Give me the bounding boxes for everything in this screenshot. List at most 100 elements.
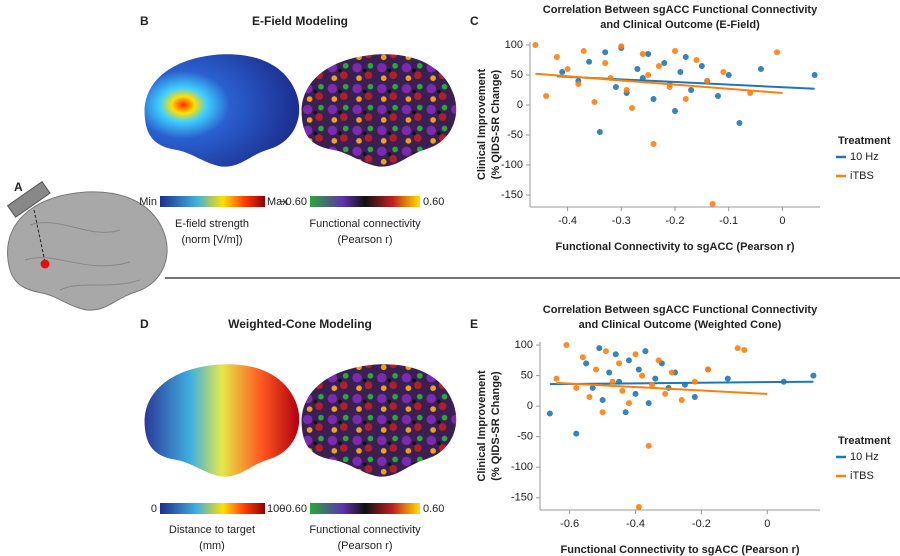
point [606, 369, 613, 376]
point [662, 390, 669, 397]
trend-line [556, 381, 768, 395]
y-tick-label: -50 [517, 431, 533, 443]
point [618, 43, 625, 50]
caption: (Pearson r) [337, 234, 392, 246]
colorbar [310, 503, 420, 514]
colorbar-label: 100 [267, 503, 285, 515]
point [596, 345, 603, 352]
point [602, 348, 609, 355]
point [661, 60, 668, 66]
colorbar-label: 0 [151, 503, 157, 515]
caption: (norm [V/m]) [181, 234, 242, 246]
point [573, 430, 580, 437]
point [774, 49, 781, 56]
caption: (Pearson r) [337, 540, 392, 552]
point [650, 96, 657, 102]
point [757, 66, 764, 72]
point [677, 69, 684, 75]
brain-cone [144, 364, 300, 477]
point [645, 400, 652, 407]
colorbar [310, 196, 420, 207]
y-tick-label: -50 [507, 129, 523, 141]
x-tick-label: 0 [764, 518, 770, 530]
y-tick-label: -150 [511, 492, 533, 504]
point [645, 51, 652, 57]
point [596, 129, 603, 135]
point [575, 81, 582, 87]
panel-label: D [140, 317, 149, 331]
point [691, 393, 698, 400]
brain-fc [301, 54, 457, 167]
point [811, 72, 818, 78]
y-tick-label: 50 [511, 69, 523, 81]
point [655, 63, 662, 69]
x-tick-label: -0.2 [692, 518, 711, 530]
point [639, 51, 646, 57]
point [573, 384, 580, 391]
point [688, 87, 695, 93]
point [532, 42, 539, 48]
point [625, 357, 632, 364]
point [666, 84, 673, 90]
point [599, 409, 606, 416]
trend-line [535, 72, 783, 94]
x-axis-label: Functional Connectivity to sgACC (Pearso… [561, 544, 800, 556]
point [632, 351, 639, 358]
point [649, 381, 655, 388]
point [655, 357, 662, 364]
trend-line [549, 380, 814, 386]
point [632, 390, 639, 397]
caption: Functional connectivity [309, 524, 421, 536]
point [672, 108, 678, 114]
point [691, 378, 698, 385]
caption: E-field strength [175, 218, 249, 230]
point [724, 375, 731, 382]
point [622, 409, 629, 416]
point [625, 400, 632, 407]
y-axis-label: (% QIDS-SR Change) [490, 69, 502, 179]
legend-label: 10 Hz [850, 451, 879, 463]
panel-label: B [140, 14, 149, 28]
chart-title: and Clinical Outcome (Weighted Cone) [579, 319, 782, 331]
chart-title: Correlation Between sgACC Functional Con… [543, 4, 818, 16]
point [583, 360, 590, 367]
point [705, 366, 711, 373]
colorbar-label: Max [267, 196, 288, 208]
point [720, 69, 727, 75]
point [616, 360, 623, 367]
x-tick-label: 0 [779, 215, 785, 227]
panel-label: C [470, 14, 479, 28]
chart-title: Correlation Between sgACC Functional Con… [543, 304, 818, 316]
y-tick-label: -100 [501, 159, 523, 171]
point [725, 72, 732, 78]
point [652, 375, 659, 382]
point [634, 66, 641, 72]
point [543, 93, 550, 99]
colorbar-label: Min [139, 196, 157, 208]
colorbar-label: 0.60 [423, 196, 444, 208]
point [698, 63, 705, 69]
x-axis-label: Functional Connectivity to sgACC (Pearso… [556, 241, 795, 253]
point [612, 351, 619, 358]
legend-title: Treatment [838, 435, 891, 447]
x-tick-label: -0.1 [719, 215, 738, 227]
legend-label: 10 Hz [850, 151, 879, 163]
y-tick-label: 100 [505, 39, 523, 51]
x-tick-label: -0.2 [666, 215, 685, 227]
colorbar-label: −0.60 [279, 503, 307, 515]
point [564, 66, 571, 72]
y-axis-label: Clinical Improvement [476, 69, 488, 181]
point [593, 366, 599, 373]
point [612, 84, 619, 90]
point [645, 442, 652, 449]
point [563, 342, 570, 349]
point [589, 384, 596, 391]
brain-a [6, 180, 168, 311]
chart-title: and Clinical Outcome (E-Field) [600, 19, 760, 31]
point [559, 69, 566, 75]
point [678, 397, 685, 404]
point [645, 72, 652, 78]
point [709, 201, 716, 207]
